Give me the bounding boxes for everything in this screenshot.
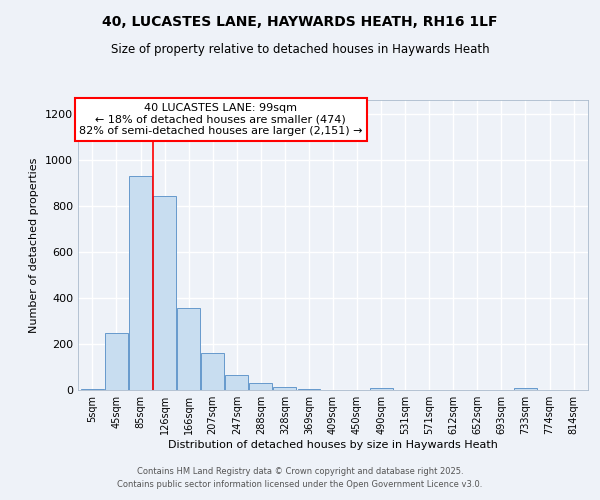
Y-axis label: Number of detached properties: Number of detached properties bbox=[29, 158, 40, 332]
Bar bbox=[298, 389, 320, 390]
Bar bbox=[153, 196, 176, 390]
Bar bbox=[250, 383, 272, 390]
Text: Contains HM Land Registry data © Crown copyright and database right 2025.: Contains HM Land Registry data © Crown c… bbox=[137, 467, 463, 476]
Text: 40 LUCASTES LANE: 99sqm
← 18% of detached houses are smaller (474)
82% of semi-d: 40 LUCASTES LANE: 99sqm ← 18% of detache… bbox=[79, 103, 362, 136]
Bar bbox=[177, 308, 200, 390]
Bar bbox=[129, 176, 152, 390]
Bar bbox=[201, 353, 224, 390]
Bar bbox=[274, 387, 296, 390]
Bar bbox=[370, 388, 392, 390]
Bar bbox=[105, 333, 128, 390]
Bar bbox=[81, 389, 104, 390]
Text: Size of property relative to detached houses in Haywards Heath: Size of property relative to detached ho… bbox=[110, 42, 490, 56]
X-axis label: Distribution of detached houses by size in Haywards Heath: Distribution of detached houses by size … bbox=[168, 440, 498, 450]
Bar bbox=[514, 388, 537, 390]
Text: Contains public sector information licensed under the Open Government Licence v3: Contains public sector information licen… bbox=[118, 480, 482, 489]
Text: 40, LUCASTES LANE, HAYWARDS HEATH, RH16 1LF: 40, LUCASTES LANE, HAYWARDS HEATH, RH16 … bbox=[102, 15, 498, 29]
Bar bbox=[226, 375, 248, 390]
